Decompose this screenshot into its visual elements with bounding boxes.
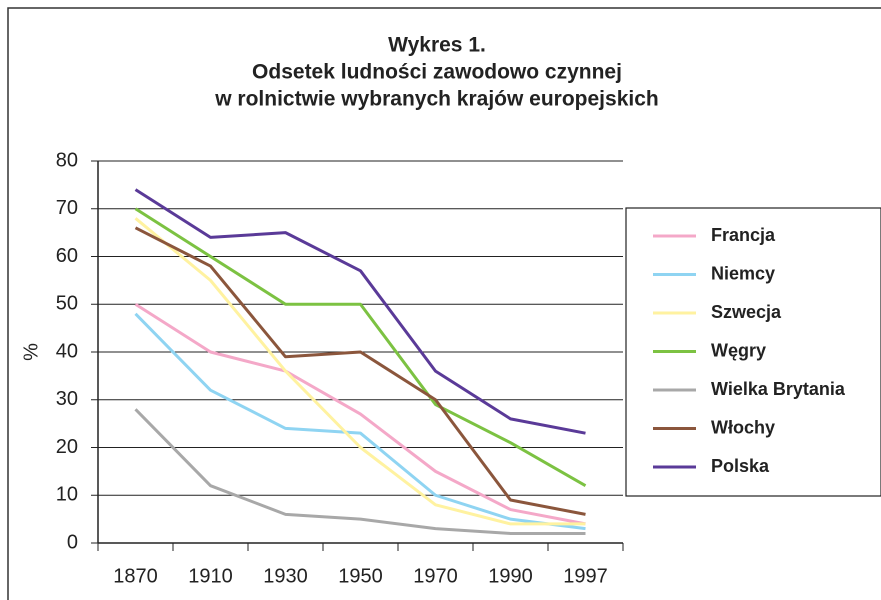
- y-tick-label: 10: [56, 484, 78, 506]
- legend-label: Szwecja: [711, 302, 782, 322]
- legend-label: Niemcy: [711, 263, 775, 283]
- y-tick-label: 80: [56, 149, 78, 171]
- legend-label: Węgry: [711, 340, 766, 360]
- series-line: [134, 226, 586, 516]
- legend-label: Polska: [711, 456, 770, 476]
- y-tick-label: 30: [56, 388, 78, 410]
- y-tick-label: 60: [56, 245, 78, 267]
- series-line: [134, 207, 587, 488]
- x-tick-label: 1870: [113, 565, 158, 587]
- x-tick-label: 1910: [188, 565, 233, 587]
- legend-label: Włochy: [711, 417, 775, 437]
- x-tick-label: 1970: [413, 565, 458, 587]
- series-line: [134, 312, 586, 531]
- x-tick-label: 1930: [263, 565, 308, 587]
- y-tick-label: 0: [67, 531, 78, 553]
- y-tick-label: 40: [56, 340, 78, 362]
- y-axis-label: %: [20, 343, 42, 361]
- x-tick-label: 1950: [338, 565, 383, 587]
- y-tick-label: 50: [56, 293, 78, 315]
- y-tick-label: 70: [56, 197, 78, 219]
- chart-title: Odsetek ludności zawodowo czynnej: [252, 61, 622, 84]
- x-tick-label: 1997: [563, 565, 608, 587]
- series-line: [134, 302, 586, 526]
- x-tick-label: 1990: [488, 565, 533, 587]
- legend-label: Francja: [711, 225, 776, 245]
- chart-title: w rolnictwie wybranych krajów europejski…: [214, 88, 658, 111]
- chart-title: Wykres 1.: [388, 34, 486, 57]
- series-line: [134, 188, 586, 435]
- series-line: [134, 408, 586, 535]
- y-tick-label: 20: [56, 436, 78, 458]
- legend-label: Wielka Brytania: [711, 379, 846, 399]
- series-line: [134, 217, 586, 526]
